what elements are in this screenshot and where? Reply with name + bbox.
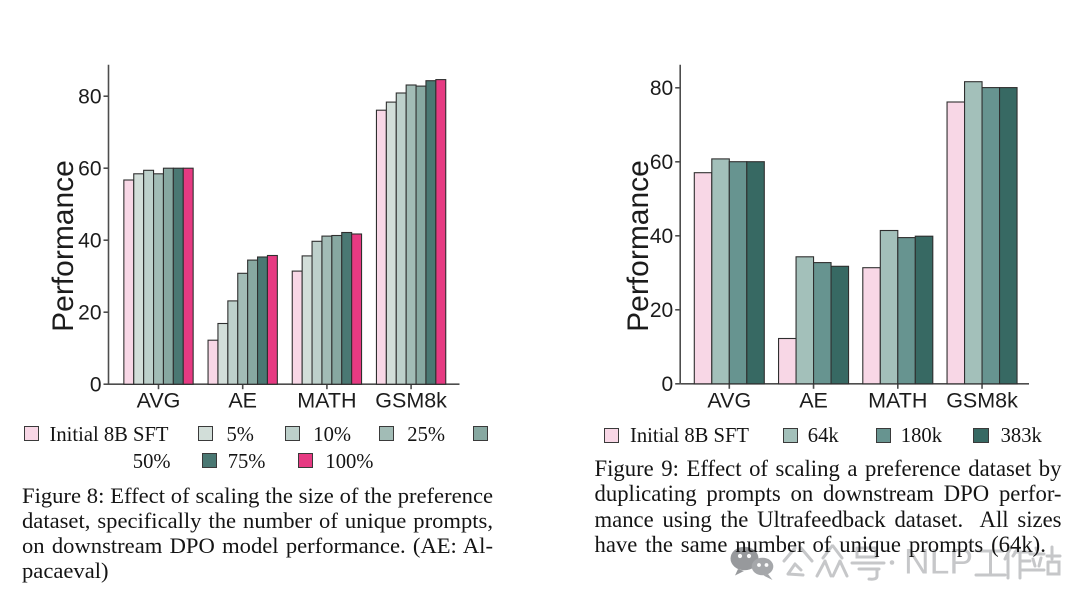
svg-text:0: 0 <box>90 374 102 397</box>
svg-text:40: 40 <box>78 230 101 253</box>
svg-text:Performance: Performance <box>622 160 655 332</box>
svg-text:20: 20 <box>78 302 101 325</box>
svg-text:60: 60 <box>650 151 673 174</box>
svg-text:AVG: AVG <box>707 389 751 413</box>
svg-text:Performance: Performance <box>47 160 80 332</box>
svg-text:GSM8k: GSM8k <box>375 389 447 413</box>
svg-text:20: 20 <box>650 299 673 322</box>
svg-text:80: 80 <box>78 86 101 109</box>
svg-text:40: 40 <box>650 225 673 248</box>
svg-text:60: 60 <box>78 158 101 181</box>
svg-text:AVG: AVG <box>137 389 181 413</box>
svg-text:AE: AE <box>799 389 828 413</box>
svg-text:MATH: MATH <box>297 389 356 413</box>
svg-text:GSM8k: GSM8k <box>946 389 1018 413</box>
svg-text:AE: AE <box>228 389 257 413</box>
svg-text:0: 0 <box>662 373 674 396</box>
svg-text:MATH: MATH <box>868 389 927 413</box>
svg-text:80: 80 <box>650 77 673 100</box>
